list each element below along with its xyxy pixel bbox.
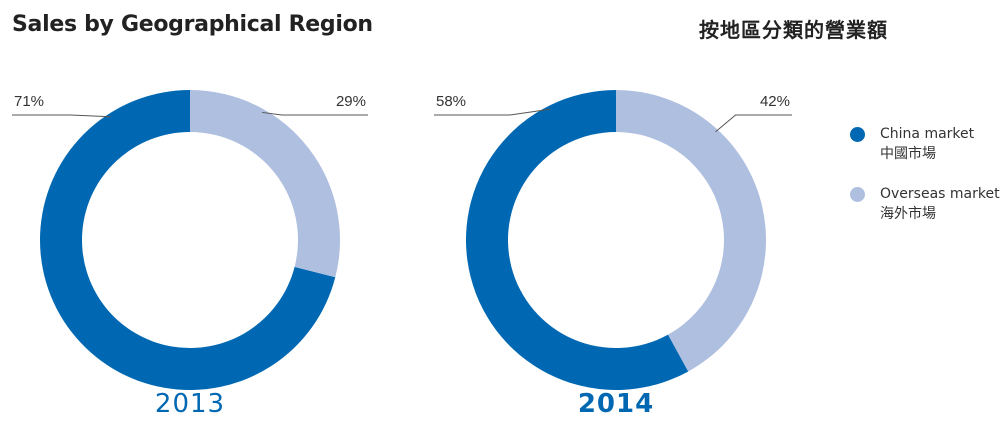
data-label-2014-china: 58% [436, 93, 466, 110]
legend-item-overseas: Overseas market 海外市場 [850, 184, 1000, 224]
donut-2014-slice-china [466, 90, 689, 390]
leader-line-2013-overseas [261, 111, 368, 116]
donut-2013-slice-overseas [190, 90, 340, 278]
chart-title-english: Sales by Geographical Region [12, 12, 373, 37]
legend-swatch-overseas [850, 187, 865, 202]
donut-2014-slice-overseas [616, 90, 767, 372]
legend-swatch-china [850, 127, 865, 142]
data-label-2013-overseas: 29% [336, 93, 366, 110]
legend-label-overseas-zh: 海外市場 [880, 206, 936, 222]
legend: China market 中國市場 Overseas market 海外市場 [850, 124, 1000, 244]
year-label-2014: 2014 [578, 389, 654, 419]
leader-line-2013-china [12, 114, 111, 118]
chart-title-chinese: 按地區分類的營業額 [699, 18, 888, 42]
legend-label-china-zh: 中國市場 [880, 146, 936, 162]
leader-line-2014-overseas [715, 114, 792, 133]
year-label-2013: 2013 [155, 389, 225, 419]
legend-item-china: China market 中國市場 [850, 124, 1000, 164]
data-label-2013-china: 71% [14, 93, 44, 110]
leader-line-2014-china [434, 108, 551, 116]
data-label-2014-overseas: 42% [760, 93, 790, 110]
legend-label-overseas-en: Overseas market [880, 186, 1000, 202]
legend-label-china-en: China market [880, 126, 975, 142]
